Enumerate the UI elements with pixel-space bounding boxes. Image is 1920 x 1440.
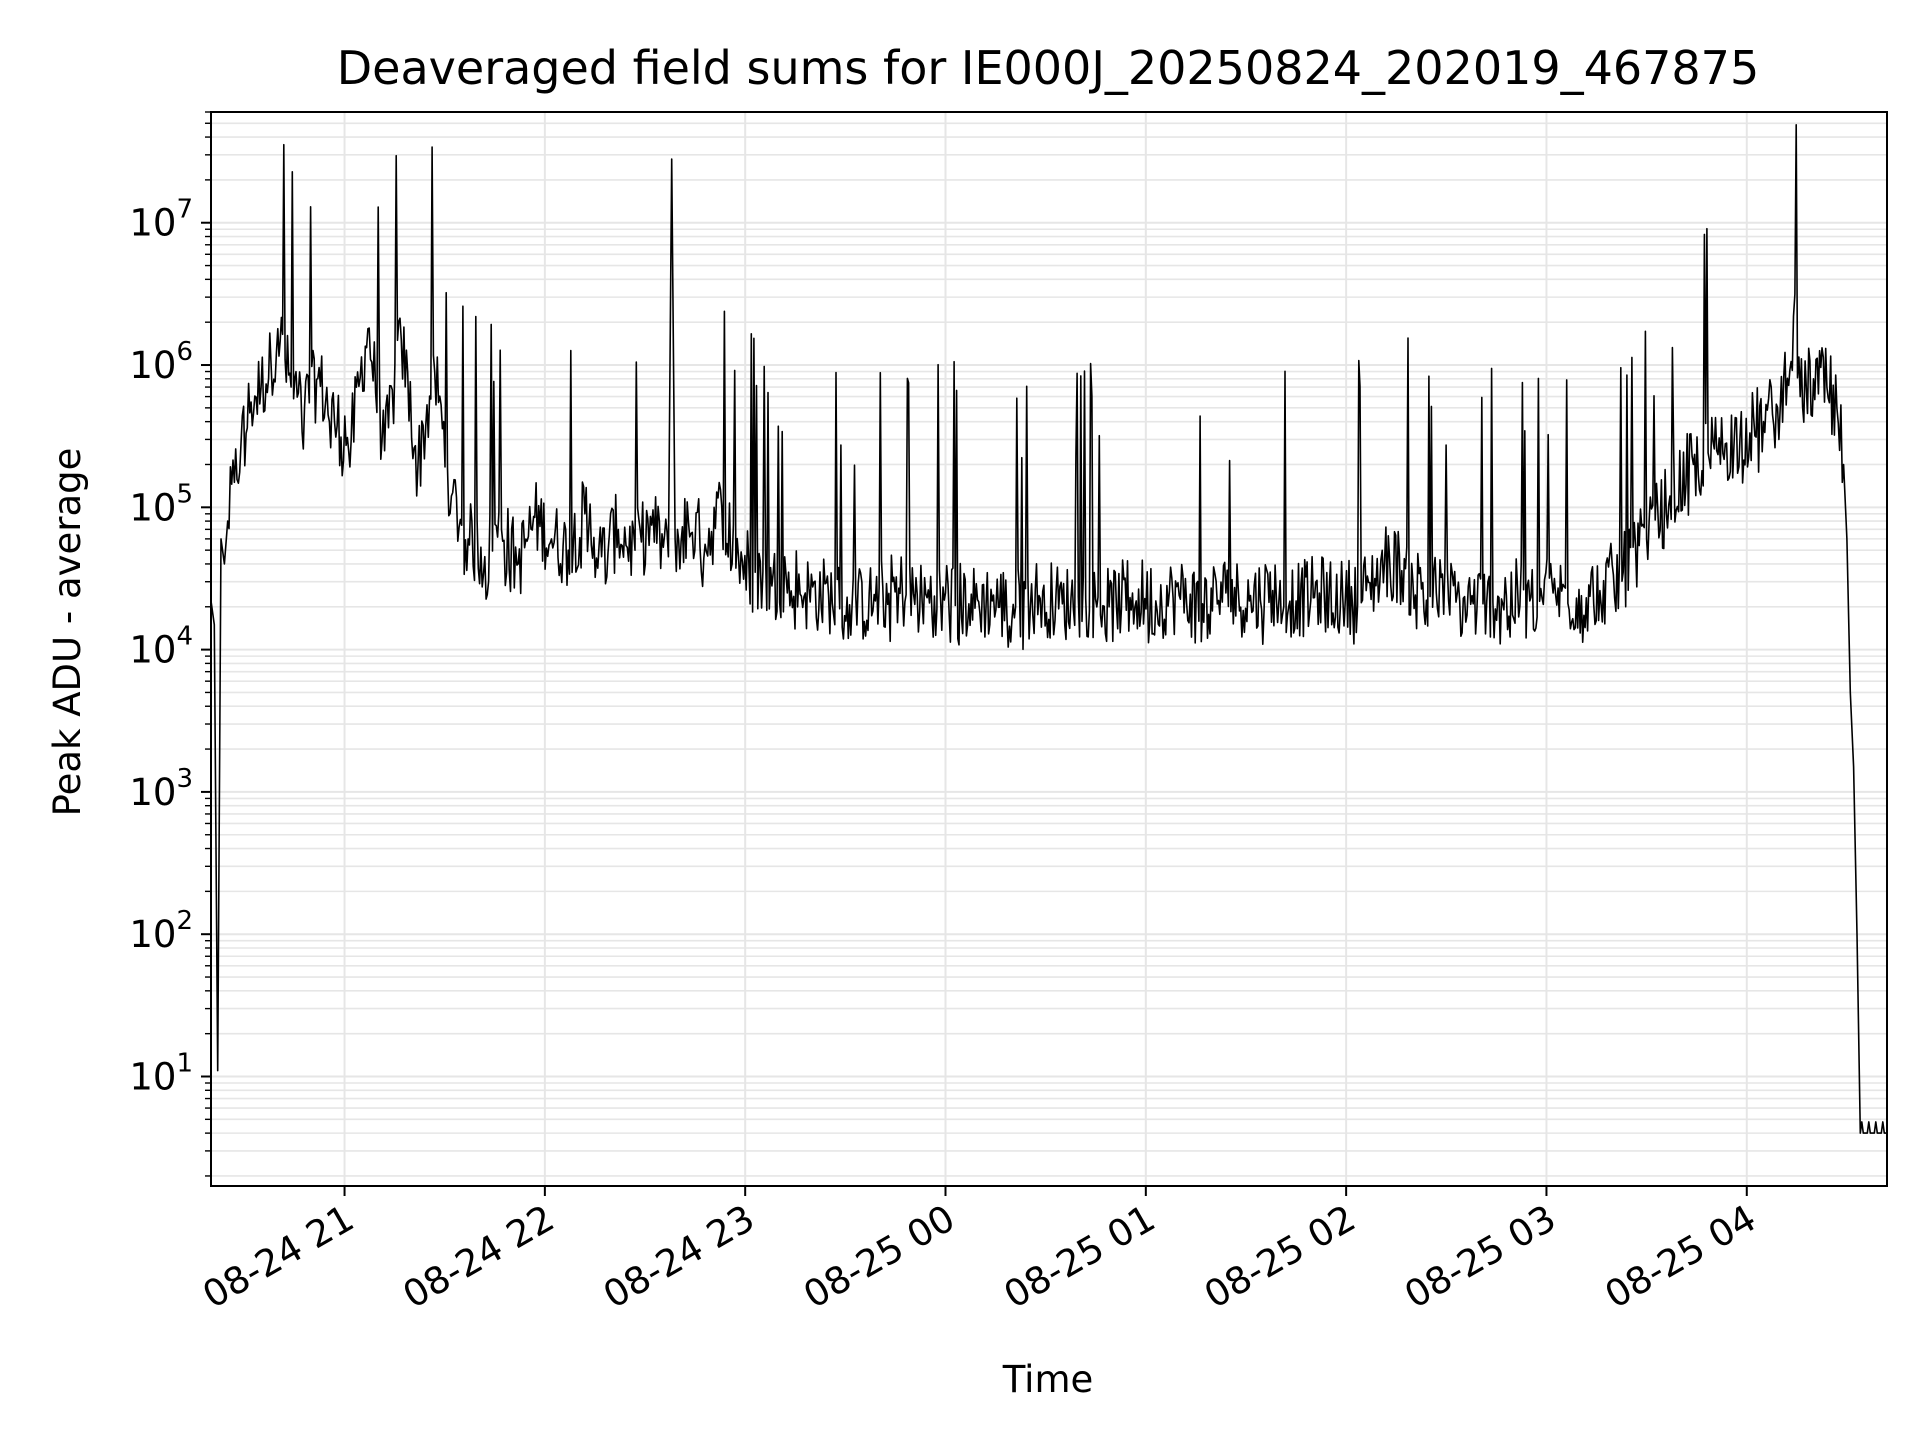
major-gridlines xyxy=(211,112,1887,1186)
y-tick-label: 101 xyxy=(129,1048,193,1098)
y-tick-label: 102 xyxy=(129,906,193,956)
y-tick-label: 106 xyxy=(129,337,193,387)
y-axis-ticks: 101 102 103 104 105 106 107 xyxy=(129,111,211,1177)
chart-title: Deaveraged field sums for IE000J_2025082… xyxy=(337,41,1759,95)
y-tick-label: 104 xyxy=(129,622,193,672)
y-tick-label: 105 xyxy=(129,479,193,529)
series-line xyxy=(210,124,1887,1183)
x-axis-label: Time xyxy=(1002,1358,1094,1401)
y-axis-label: Peak ADU - average xyxy=(46,448,89,817)
y-tick-label: 103 xyxy=(129,764,193,814)
y-tick-label: 107 xyxy=(129,195,193,245)
